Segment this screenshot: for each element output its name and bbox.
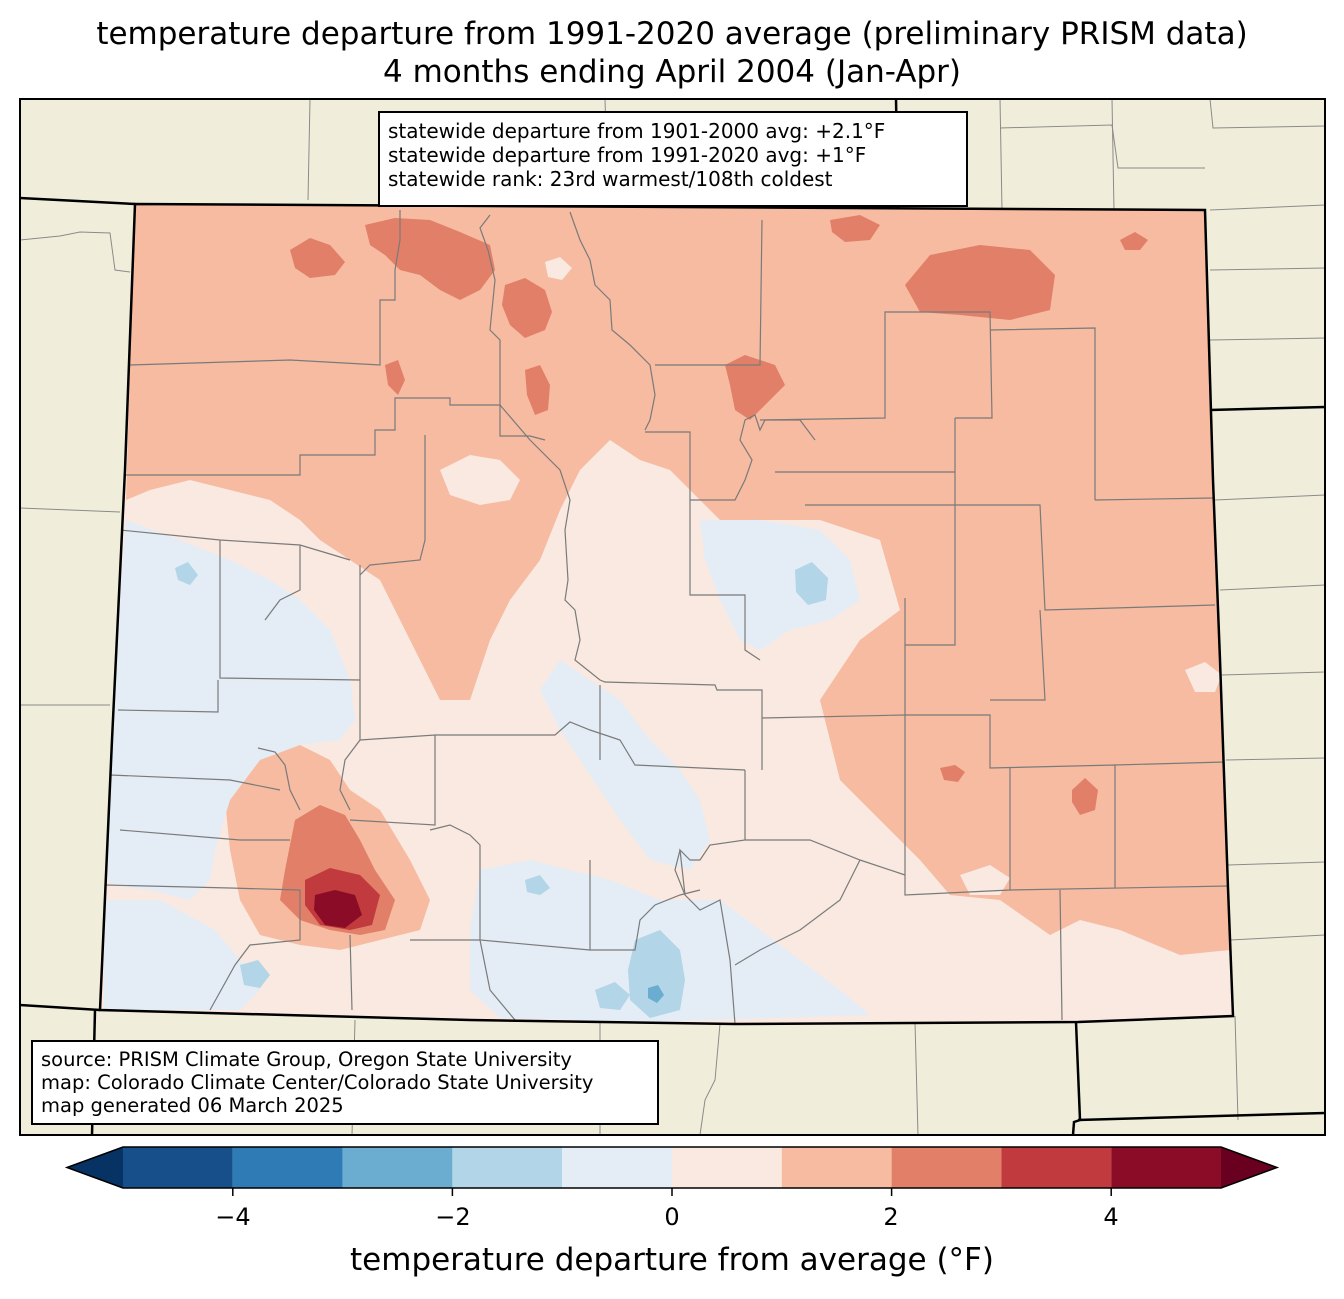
colorbar-bin bbox=[232, 1147, 343, 1188]
colorbar-tick-label-4: 4 bbox=[1103, 1203, 1119, 1231]
colorbar-tick-label-neg4: −4 bbox=[215, 1203, 251, 1231]
colorbar-bin bbox=[562, 1147, 672, 1188]
colorbar-bin bbox=[342, 1147, 453, 1188]
colorbar-bin bbox=[781, 1147, 892, 1188]
statewide-stats-box: statewide departure from 1901-2000 avg: … bbox=[378, 111, 968, 207]
map-frame bbox=[19, 98, 1326, 1136]
colorado-departure-field bbox=[100, 204, 1233, 1024]
colorbar-bin bbox=[891, 1147, 1002, 1188]
colorbar-bin bbox=[123, 1147, 233, 1188]
colorbar-over-arrow bbox=[1221, 1147, 1277, 1188]
stats-line-rank: statewide rank: 23rd warmest/108th colde… bbox=[388, 167, 833, 191]
colorbar-outline bbox=[64, 1146, 1280, 1189]
map-credit-line: map: Colorado Climate Center/Colorado St… bbox=[41, 1071, 594, 1094]
generated-date-line: map generated 06 March 2025 bbox=[41, 1094, 344, 1117]
colorbar-tick-label-0: 0 bbox=[664, 1203, 680, 1231]
colorbar-bin bbox=[452, 1147, 563, 1188]
colorbar-tick-label-neg2: −2 bbox=[435, 1203, 471, 1231]
colorado-county-lines bbox=[104, 210, 1231, 1024]
source-box: source: PRISM Climate Group, Oregon Stat… bbox=[31, 1040, 659, 1125]
colorado-state-border bbox=[98, 202, 1235, 1026]
stats-line-1991-2020: statewide departure from 1991-2020 avg: … bbox=[388, 143, 867, 167]
colorbar-under-arrow bbox=[67, 1147, 123, 1188]
map-title-line-2: 4 months ending April 2004 (Jan-Apr) bbox=[383, 54, 961, 90]
stats-line-1901-2000: statewide departure from 1901-2000 avg: … bbox=[388, 119, 886, 143]
colorbar bbox=[64, 1146, 1280, 1196]
colorbar-label: temperature departure from average (°F) bbox=[350, 1242, 994, 1278]
colorbar-bin bbox=[672, 1147, 782, 1188]
colorbar-bin bbox=[1111, 1147, 1221, 1188]
map-title-line-1: temperature departure from 1991-2020 ave… bbox=[96, 16, 1248, 52]
colorbar-tick-label-2: 2 bbox=[883, 1203, 899, 1231]
source-line: source: PRISM Climate Group, Oregon Stat… bbox=[41, 1048, 572, 1071]
colorbar-bin bbox=[1001, 1147, 1112, 1188]
